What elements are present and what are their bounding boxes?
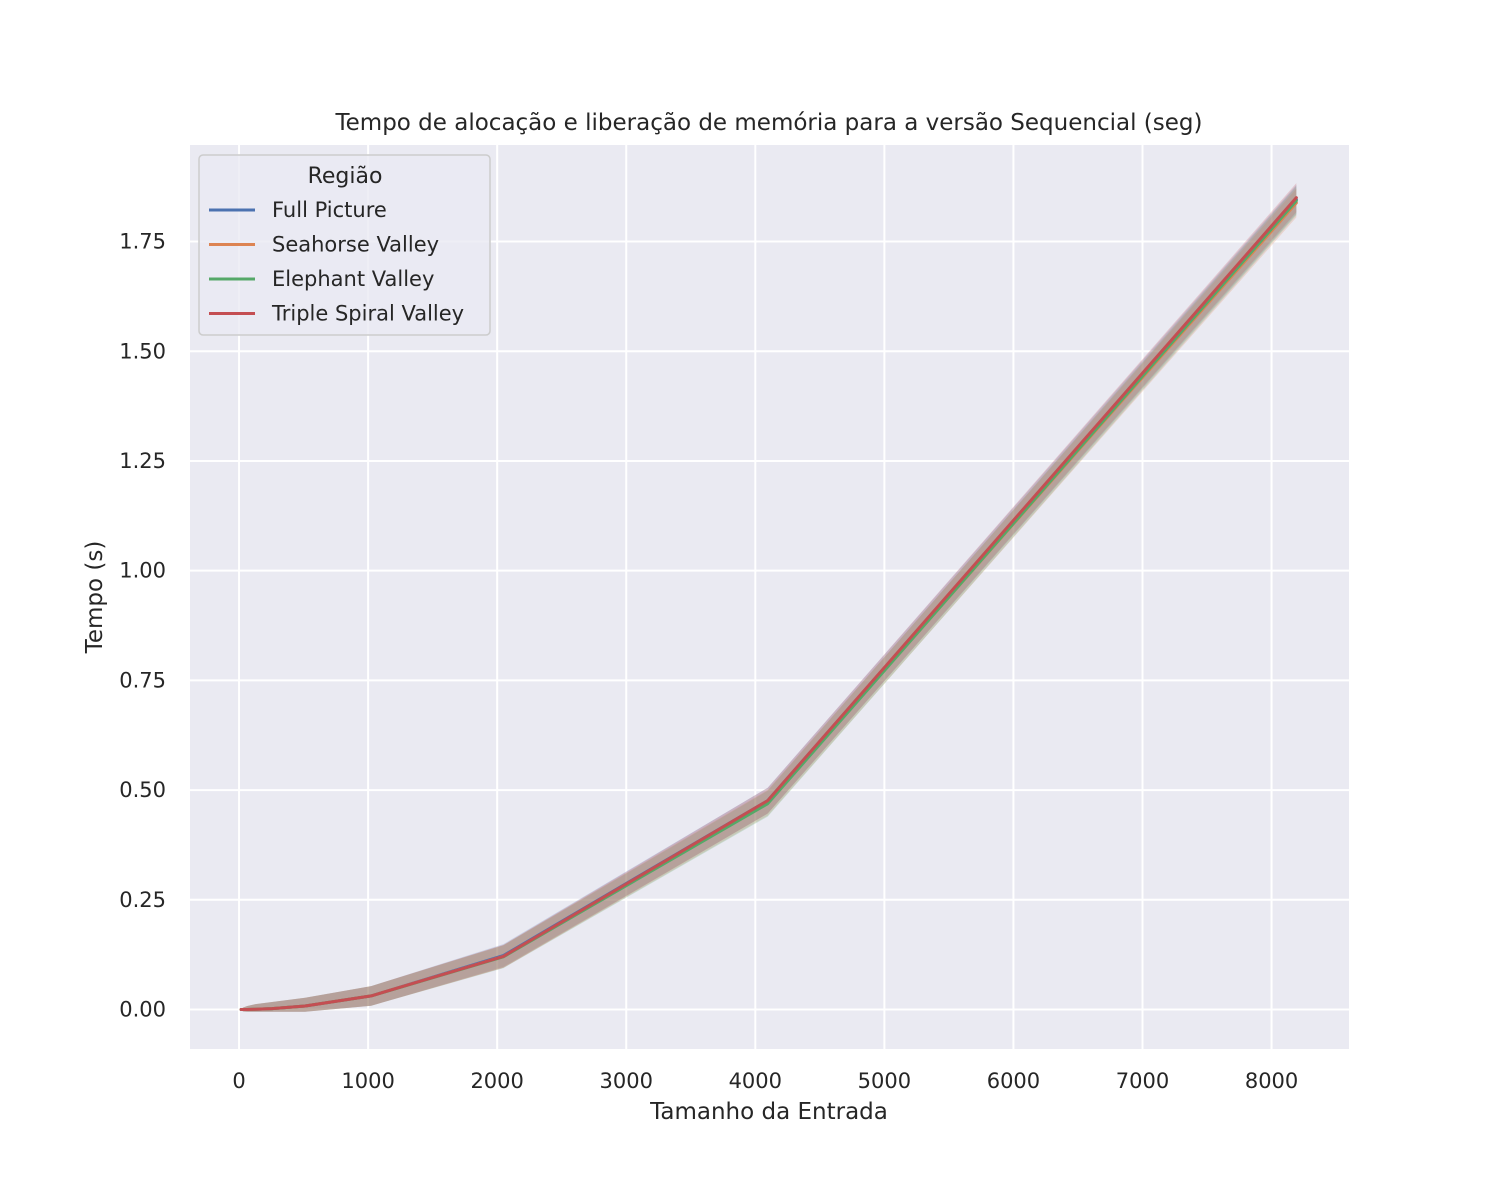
- y-tick-label: 0.25: [119, 888, 166, 912]
- series-line-3: [239, 196, 1298, 1012]
- y-axis-label: Tempo (s): [82, 541, 108, 655]
- y-tick-label: 1.50: [119, 339, 166, 363]
- x-tick-label: 1000: [341, 1069, 394, 1093]
- grid: [190, 145, 1349, 1049]
- x-tick-label: 7000: [1116, 1069, 1169, 1093]
- x-tick-label: 5000: [858, 1069, 911, 1093]
- legend-label-3: Triple Spiral Valley: [271, 302, 464, 326]
- legend-label-1: Seahorse Valley: [272, 233, 439, 257]
- y-tick-label: 1.75: [119, 230, 166, 254]
- x-tick-label: 6000: [987, 1069, 1040, 1093]
- legend: Região Full Picture Seahorse Valley Elepha…: [198, 154, 491, 336]
- y-tick-label: 0.75: [119, 668, 166, 692]
- x-tick-label: 2000: [470, 1069, 523, 1093]
- y-tick-label: 1.25: [119, 449, 166, 473]
- x-tick-label: 4000: [729, 1069, 782, 1093]
- legend-label-2: Elephant Valley: [272, 267, 434, 291]
- series-lines: [239, 196, 1298, 1012]
- x-tick-label: 0: [232, 1069, 245, 1093]
- legend-title: Região: [308, 164, 383, 189]
- y-tick-label: 1.00: [119, 559, 166, 583]
- y-tick-labels: 0.00 0.25 0.50 0.75 1.00 1.25 1.50 1.75: [119, 230, 166, 1022]
- legend-items: Full Picture Seahorse Valley Elephant Vall…: [209, 198, 464, 326]
- x-tick-labels: 0 1000 2000 3000 4000 5000 6000 7000 8000: [232, 1069, 1298, 1093]
- y-tick-label: 0.00: [119, 998, 166, 1022]
- legend-box: [198, 154, 491, 336]
- x-tick-label: 3000: [600, 1069, 653, 1093]
- y-tick-label: 0.50: [119, 778, 166, 802]
- chart-title: Tempo de alocação e liberação de memória…: [335, 110, 1203, 136]
- x-tick-label: 8000: [1245, 1069, 1298, 1093]
- legend-label-0: Full Picture: [272, 198, 387, 222]
- x-axis-label: Tamanho da Entrada: [649, 1099, 888, 1125]
